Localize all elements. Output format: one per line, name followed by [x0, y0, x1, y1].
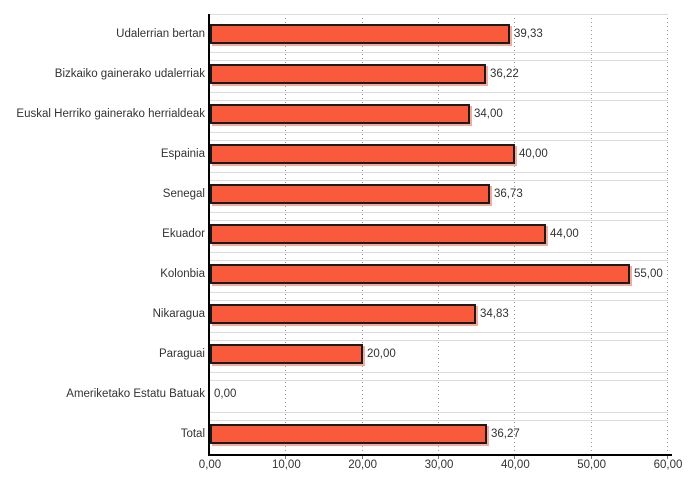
value-label: 34,83 [480, 308, 509, 320]
row-separator-line [210, 252, 668, 253]
value-label: 39,33 [514, 28, 543, 40]
value-label: 36,73 [494, 188, 523, 200]
x-tick-label: 10,00 [271, 459, 301, 471]
bar [210, 344, 363, 364]
x-tick-mark [590, 456, 592, 459]
x-tick-label: 20,00 [348, 459, 378, 471]
category-label: Ameriketako Estatu Batuak [66, 388, 205, 400]
row-separator-line [210, 220, 668, 221]
bar [210, 224, 546, 244]
row-separator-line [210, 92, 668, 93]
bar [210, 24, 510, 44]
row-separator-line [210, 52, 668, 53]
category-label: Udalerrian bertan [116, 28, 205, 40]
category-label: Kolonbia [160, 268, 205, 280]
bar [210, 144, 515, 164]
x-tick-mark [514, 456, 516, 459]
x-tick-label: 0,00 [198, 459, 222, 471]
row-separator-line [210, 140, 668, 141]
category-label: Paraguai [158, 348, 205, 360]
row-separator-line [210, 180, 668, 181]
row-separator-line [210, 212, 668, 213]
category-label: Euskal Herriko gainerako herrialdeak [16, 108, 205, 120]
row-separator-line [210, 172, 668, 173]
row-separator-line [210, 100, 668, 101]
x-tick-label: 30,00 [424, 459, 454, 471]
value-label: 0,00 [214, 388, 237, 400]
vertical-gridline [667, 14, 668, 454]
x-tick-mark [438, 456, 439, 459]
x-tick-label: 50,00 [577, 459, 607, 471]
row-separator-line [210, 420, 668, 421]
bar [210, 264, 630, 284]
x-tick-label: 60,00 [653, 459, 683, 471]
bar [210, 64, 486, 84]
bar [210, 184, 490, 204]
category-label: Ekuador [162, 228, 205, 240]
x-tick-mark [361, 456, 363, 459]
bar [210, 424, 487, 444]
value-label: 55,00 [634, 268, 663, 280]
row-separator-line [210, 380, 668, 381]
x-tick-mark [667, 456, 668, 459]
bar [210, 104, 470, 124]
row-separator-line [210, 260, 668, 261]
row-separator-line [210, 372, 668, 373]
row-separator-line [210, 300, 668, 301]
x-tick-mark [285, 456, 287, 459]
row-separator-line [210, 332, 668, 333]
value-label: 20,00 [367, 348, 396, 360]
vertical-gridline [590, 14, 592, 454]
category-label: Senegal [162, 188, 205, 200]
category-label: Nikaragua [152, 308, 205, 320]
row-separator-line [210, 60, 668, 61]
category-label: Total [180, 428, 205, 440]
value-label: 40,00 [519, 148, 548, 160]
value-label: 34,00 [474, 108, 503, 120]
category-label: Bizkaiko gainerako udalerriak [54, 68, 205, 80]
bar [210, 304, 476, 324]
row-separator-line [210, 412, 668, 413]
y-axis-line [208, 14, 210, 456]
value-label: 36,27 [491, 428, 520, 440]
category-label: Espainia [160, 148, 205, 160]
value-label: 44,00 [550, 228, 579, 240]
row-separator-line [210, 292, 668, 293]
x-axis-line [208, 454, 672, 456]
x-tick-label: 40,00 [500, 459, 530, 471]
plot-top-border [210, 14, 668, 15]
row-separator-line [210, 132, 668, 133]
value-label: 36,22 [490, 68, 519, 80]
row-separator-line [210, 340, 668, 341]
